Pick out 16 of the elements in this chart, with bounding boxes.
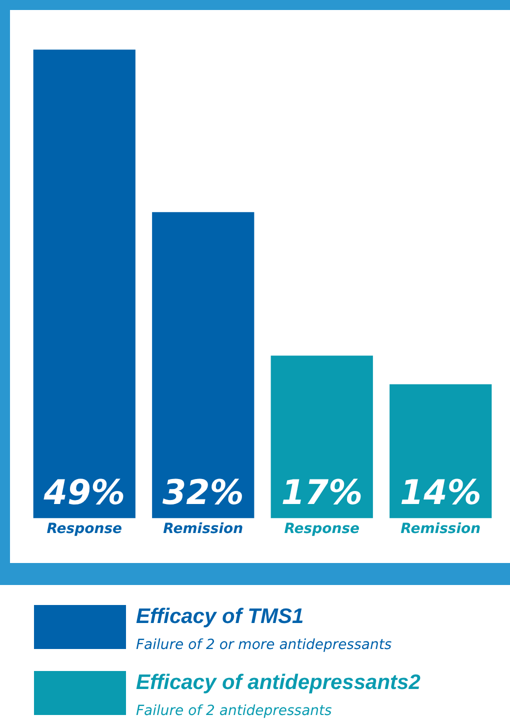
x-tick-label: Remission bbox=[400, 521, 481, 538]
text: Failure of 2 or more antidepressants bbox=[136, 637, 392, 653]
x-tick-label: Remission bbox=[163, 521, 244, 538]
text: Failure of 2 antidepressants bbox=[136, 703, 332, 719]
data-label: 14% bbox=[400, 473, 482, 514]
data-label: 17% bbox=[281, 473, 363, 514]
bar bbox=[390, 384, 492, 518]
bar bbox=[270, 356, 373, 518]
legend-label: Efficacy of TMS1 bbox=[136, 605, 304, 629]
data-label: 49% bbox=[42, 473, 126, 514]
data-label: 32% bbox=[162, 473, 244, 514]
x-tick-label: Response bbox=[46, 521, 122, 538]
bar bbox=[33, 50, 136, 518]
x-tick-label: Response bbox=[284, 521, 360, 538]
legend-label: Efficacy of antidepressants2 bbox=[136, 671, 420, 695]
bar bbox=[152, 212, 254, 518]
